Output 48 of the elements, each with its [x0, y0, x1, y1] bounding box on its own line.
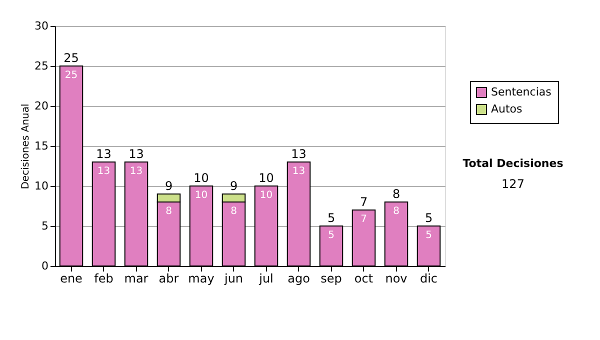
legend-label: Autos: [491, 102, 523, 116]
text: Total Decisiones: [462, 157, 564, 170]
x-tick-label: mar: [124, 272, 148, 286]
data-label: 10: [194, 190, 208, 201]
y-tick-label: 15: [34, 140, 48, 152]
x-tick-label: dic: [420, 272, 438, 286]
total-label: 9: [230, 179, 238, 193]
total-label: 7: [360, 195, 368, 209]
x-tick-label: ago: [288, 272, 310, 286]
data-label: 13: [97, 166, 110, 177]
x-tick-label: jun: [223, 272, 244, 286]
data-label: 8: [393, 206, 400, 217]
total-label: 10: [258, 171, 274, 185]
x-tick-label: oct: [354, 272, 374, 286]
total-label: 9: [164, 179, 173, 193]
data-label: 13: [130, 166, 143, 177]
total-label: 8: [392, 187, 400, 201]
x-tick-label: ene: [60, 272, 82, 286]
data-label: 8: [230, 206, 237, 217]
y-tick-label: 5: [42, 220, 48, 232]
data-label: 13: [292, 166, 306, 177]
data-label: 10: [260, 190, 273, 201]
total-label: 13: [96, 147, 112, 161]
x-tick-label: may: [188, 272, 214, 286]
x-tick-label: abr: [158, 272, 179, 286]
total-label: 25: [64, 51, 79, 65]
data-label: 8: [166, 206, 172, 217]
total-label: 5: [327, 211, 336, 225]
data-label: 5: [426, 230, 432, 241]
data-label: 7: [360, 214, 367, 225]
data-label: 5: [328, 230, 334, 241]
legend-label: Sentencias: [491, 86, 552, 98]
y-tick-label: 0: [42, 260, 48, 272]
x-tick-label: jul: [258, 272, 274, 286]
total-label: 13: [128, 147, 144, 161]
data-label: 25: [64, 70, 78, 81]
total-label: 10: [194, 171, 209, 185]
y-tick-label: 10: [34, 180, 48, 192]
y-axis-title: Decisiones Anual: [20, 104, 32, 190]
total-label: 5: [424, 211, 433, 225]
text: 127: [502, 177, 524, 191]
total-label: 13: [291, 147, 306, 161]
y-tick-label: 25: [34, 60, 48, 72]
y-tick-label: 30: [34, 20, 48, 32]
x-tick-label: sep: [320, 272, 342, 286]
y-tick-label: 20: [34, 100, 48, 112]
x-tick-label: nov: [385, 272, 408, 286]
x-tick-label: feb: [94, 272, 114, 286]
